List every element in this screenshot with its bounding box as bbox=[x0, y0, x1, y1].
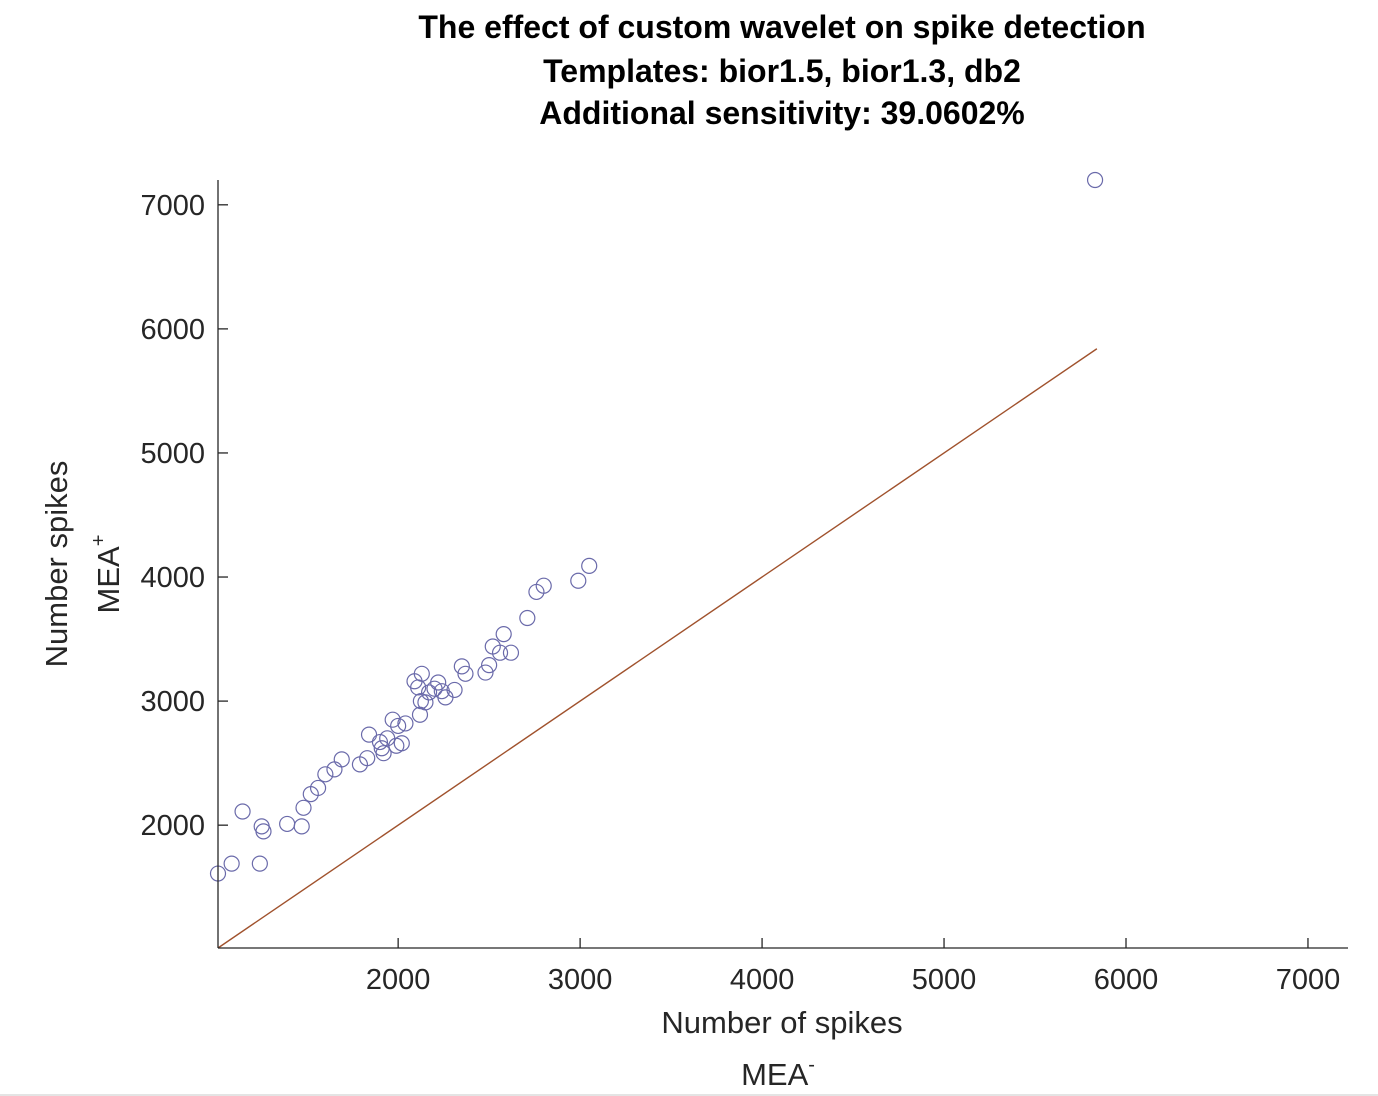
data-point-0-15 bbox=[359, 750, 376, 767]
identity-reference-line bbox=[217, 348, 1098, 949]
data-point-0-32 bbox=[420, 684, 438, 701]
data-point-0-37 bbox=[446, 681, 463, 699]
x-axis-label-superscript: - bbox=[808, 1054, 815, 1076]
data-point-0-19 bbox=[375, 745, 392, 762]
y-axis-label-main: Number spikes bbox=[39, 461, 74, 668]
data-point-0-30 bbox=[413, 665, 430, 682]
x-tick-label-2000: 2000 bbox=[366, 964, 431, 996]
x-axis-ticks: 2000 3000 4000 5000 6000 7000 bbox=[366, 938, 1340, 996]
data-point-0-51 bbox=[1086, 171, 1104, 189]
data-point-0-7 bbox=[293, 818, 310, 835]
y-tick-label-3000: 3000 bbox=[140, 686, 205, 718]
data-point-0-38 bbox=[453, 658, 470, 675]
x-axis-label-main: Number of spikes bbox=[661, 1005, 902, 1040]
y-axis-ticks: 2000 3000 4000 5000 6000 7000 bbox=[140, 190, 228, 842]
axes bbox=[217, 180, 1348, 949]
data-point-0-31 bbox=[417, 694, 434, 711]
x-tick-label-4000: 4000 bbox=[730, 964, 795, 996]
data-point-0-34 bbox=[430, 674, 447, 691]
y-tick-label-7000: 7000 bbox=[140, 190, 205, 222]
y-tick-label-6000: 6000 bbox=[140, 314, 205, 346]
data-point-0-21 bbox=[384, 711, 401, 728]
reference-line-layer bbox=[217, 348, 1098, 949]
chart-title: The effect of custom wavelet on spike de… bbox=[418, 9, 1145, 131]
x-tick-label-6000: 6000 bbox=[1094, 964, 1159, 996]
data-point-0-6 bbox=[279, 815, 296, 833]
x-axis-label: Number of spikes MEA- bbox=[661, 1005, 902, 1092]
x-tick-label-7000: 7000 bbox=[1276, 964, 1341, 996]
data-point-0-45 bbox=[502, 644, 520, 661]
y-tick-label-2000: 2000 bbox=[140, 810, 205, 842]
data-point-0-48 bbox=[535, 577, 552, 594]
data-point-0-49 bbox=[570, 572, 587, 589]
chart-title-line-2: Templates: bior1.5, bior1.3, db2 bbox=[543, 53, 1021, 89]
data-point-0-17 bbox=[371, 733, 389, 751]
data-point-0-16 bbox=[360, 726, 378, 743]
x-axis-label-sub-text: MEA bbox=[741, 1057, 809, 1092]
data-point-0-3 bbox=[251, 855, 268, 872]
data-point-0-41 bbox=[481, 657, 498, 674]
chart-title-line-1: The effect of custom wavelet on spike de… bbox=[418, 9, 1145, 45]
data-point-0-10 bbox=[309, 779, 327, 797]
y-tick-label-5000: 5000 bbox=[140, 438, 205, 470]
data-point-0-25 bbox=[397, 715, 414, 732]
data-point-0-39 bbox=[457, 665, 474, 682]
data-point-0-11 bbox=[317, 766, 334, 783]
data-points bbox=[209, 171, 1104, 882]
y-tick-label-4000: 4000 bbox=[140, 562, 205, 594]
data-point-0-23 bbox=[390, 717, 407, 735]
x-tick-label-5000: 5000 bbox=[912, 964, 977, 996]
y-axis-label-sub-text: MEA bbox=[91, 546, 126, 614]
data-point-0-43 bbox=[491, 644, 509, 661]
x-axis-label-sub: MEA- bbox=[741, 1054, 815, 1092]
chart-title-line-3: Additional sensitivity: 39.0602% bbox=[539, 95, 1025, 131]
data-point-0-13 bbox=[333, 751, 350, 768]
y-axis-label: Number spikes MEA+ bbox=[39, 461, 126, 668]
data-point-0-40 bbox=[477, 664, 494, 681]
data-point-0-24 bbox=[393, 735, 410, 752]
data-point-0-1 bbox=[223, 855, 240, 872]
data-point-0-12 bbox=[326, 761, 343, 778]
data-point-0-46 bbox=[519, 609, 536, 627]
y-axis-label-superscript: + bbox=[88, 535, 110, 547]
data-point-0-50 bbox=[581, 557, 598, 574]
data-point-0-5 bbox=[255, 823, 272, 840]
data-point-0-2 bbox=[234, 803, 251, 820]
x-tick-label-3000: 3000 bbox=[548, 964, 613, 996]
data-point-0-8 bbox=[295, 799, 312, 816]
y-axis-label-sub: MEA+ bbox=[88, 535, 126, 614]
data-point-0-44 bbox=[495, 626, 512, 643]
